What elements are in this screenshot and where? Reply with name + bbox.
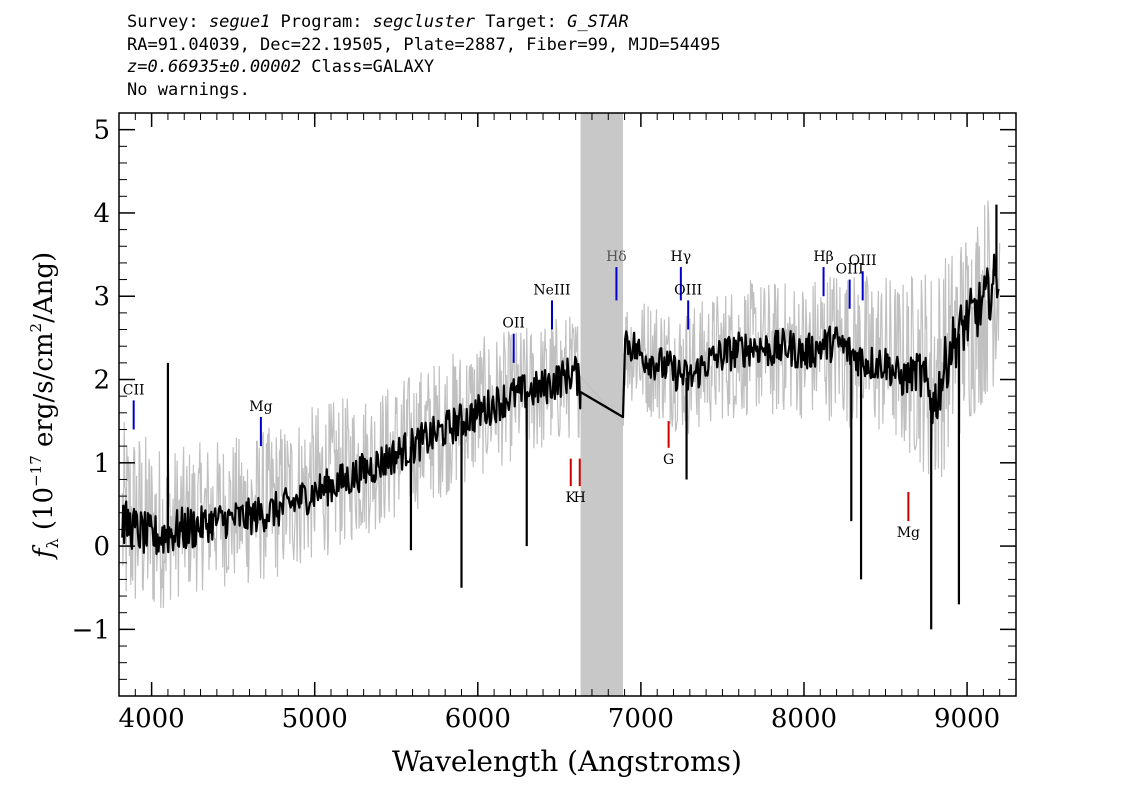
header-line-3: z=0.66935±0.00002 Class=GALAXY xyxy=(127,56,721,79)
x-tick-label: 8000 xyxy=(771,704,837,734)
y-tick-label: 2 xyxy=(93,366,110,396)
emission-line-label: Hβ xyxy=(813,249,833,265)
x-tick-label: 7000 xyxy=(608,704,674,734)
header-line-4: No warnings. xyxy=(127,79,250,100)
absorption-line-label: G xyxy=(663,452,674,468)
emission-line-label: OIII xyxy=(849,253,877,269)
target-name: G_STAR xyxy=(567,12,629,32)
y-tick-label: 1 xyxy=(93,449,110,479)
absorption-line-label: K xyxy=(566,490,577,506)
program-name: segcluster xyxy=(372,12,476,32)
x-tick-label: 4000 xyxy=(119,704,185,734)
x-tick-label: 9000 xyxy=(934,704,1000,734)
x-axis-title: Wavelength (Angstroms) xyxy=(392,745,742,778)
emission-line-label: CII xyxy=(123,382,145,398)
header-line-1: Survey: segue1 Program: segcluster Targe… xyxy=(127,12,629,32)
y-tick-label: 4 xyxy=(93,199,110,229)
absorption-line-label: Mg xyxy=(897,525,920,541)
spectrum-header: Survey: segue1 Program: segcluster Targe… xyxy=(127,11,721,101)
emission-line-label: Hγ xyxy=(671,249,692,265)
y-tick-label: 0 xyxy=(93,532,110,562)
emission-line-label: OIII xyxy=(674,282,702,298)
emission-line-label: Hδ xyxy=(606,249,627,265)
x-tick-label: 5000 xyxy=(282,704,348,734)
flux-line-layer xyxy=(121,204,1000,630)
emission-line-label: OIII xyxy=(836,262,864,278)
redshift-value: z=0.66935±0.00002 xyxy=(127,57,301,77)
y-axis-title: fλ (10−17 erg/s/cm2/Ang) xyxy=(27,252,62,560)
y-tick-label: 3 xyxy=(93,282,110,312)
header-line-2: RA=91.04039, Dec=22.19505, Plate=2887, F… xyxy=(127,34,721,55)
axis-tick-layer: 4000 5000 6000 7000 8000 9000 −1 0 1 2 3 4 5 xyxy=(72,113,1017,734)
survey-name: segue1 xyxy=(208,12,271,32)
emission-line-label: Mg xyxy=(249,399,272,415)
absorption-line-label: H xyxy=(574,490,586,506)
plot-frame xyxy=(118,112,1017,697)
y-tick-label: −1 xyxy=(72,615,110,645)
y-tick-label: 5 xyxy=(93,116,110,146)
flux-line xyxy=(121,253,1000,556)
x-tick-label: 6000 xyxy=(445,704,511,734)
class-value: Class=GALAXY xyxy=(301,57,435,77)
emission-line-label: OII xyxy=(502,316,525,332)
emission-line-label: NeIII xyxy=(533,282,570,298)
